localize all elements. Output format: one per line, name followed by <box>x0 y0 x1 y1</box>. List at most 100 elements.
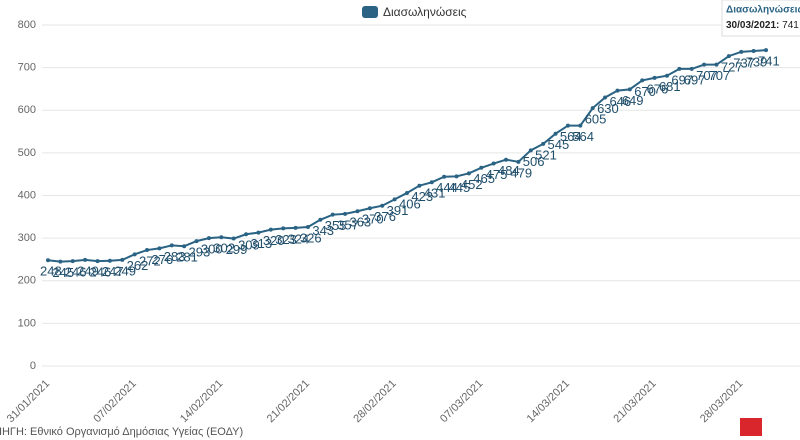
value-label: 697 <box>684 72 706 87</box>
value-label: 545 <box>548 137 570 152</box>
x-tick-label: 07/03/2021 <box>438 378 485 425</box>
value-label: 564 <box>572 129 594 144</box>
point <box>590 106 595 111</box>
point <box>305 225 310 230</box>
legend-label[interactable]: Διασωληνώσεις <box>383 5 467 19</box>
value-label: 320 <box>263 233 285 248</box>
point <box>429 180 434 185</box>
point <box>367 206 372 211</box>
point <box>702 62 707 67</box>
value-label: 475 <box>486 167 508 182</box>
value-label: 465 <box>473 171 495 186</box>
value-label: 727 <box>721 60 743 75</box>
value-label: 248 <box>40 264 62 279</box>
point <box>256 230 261 235</box>
tooltip-box <box>721 0 800 37</box>
value-label: 506 <box>523 154 545 169</box>
x-tick-label: 28/03/2021 <box>698 378 745 425</box>
point <box>182 244 187 249</box>
point <box>330 212 335 217</box>
value-label: 246 <box>65 265 87 280</box>
point <box>380 203 385 208</box>
x-tick-label: 14/02/2021 <box>178 378 225 425</box>
value-label: 293 <box>189 245 211 260</box>
value-label: 357 <box>337 217 359 232</box>
value-label: 300 <box>201 242 223 257</box>
tooltip-text: 30/03/2021: 741 <box>726 20 799 31</box>
value-label: 309 <box>238 238 260 253</box>
tooltip: Διασωληνώσεις 30/03/2021: 741 <box>721 0 800 37</box>
value-label: 376 <box>374 209 396 224</box>
value-label: 423 <box>411 189 433 204</box>
point <box>764 48 768 53</box>
point <box>145 248 150 253</box>
point <box>58 259 63 264</box>
point <box>83 257 88 262</box>
x-tick-label: 28/02/2021 <box>351 378 398 425</box>
y-tick-label: 100 <box>18 317 36 329</box>
point <box>565 123 570 128</box>
point <box>528 148 533 153</box>
point <box>132 252 137 257</box>
value-label: 391 <box>387 203 409 218</box>
value-label: 324 <box>288 231 310 246</box>
point <box>120 257 125 262</box>
value-label: 431 <box>424 186 446 201</box>
point <box>652 75 657 80</box>
x-tick-label: 21/03/2021 <box>611 378 658 425</box>
value-label: 521 <box>535 147 557 162</box>
value-label: 484 <box>498 163 520 178</box>
point <box>627 87 632 92</box>
value-label: 444 <box>436 180 458 195</box>
point <box>405 190 409 195</box>
point <box>640 78 645 83</box>
point <box>714 62 719 67</box>
point <box>491 161 496 166</box>
point <box>231 236 236 241</box>
value-label: 355 <box>325 218 347 233</box>
tooltip-value: 741 <box>782 20 799 31</box>
point <box>726 54 731 59</box>
value-label: 452 <box>461 177 483 192</box>
value-label: 249 <box>77 263 99 278</box>
tooltip-date: 30/03/2021: <box>726 20 779 31</box>
point <box>206 236 211 241</box>
point <box>268 227 273 232</box>
y-tick-label: 200 <box>18 275 36 287</box>
value-label: 707 <box>696 68 718 83</box>
value-label: 670 <box>634 84 656 99</box>
point <box>603 95 608 100</box>
point <box>504 157 509 162</box>
point <box>664 73 669 78</box>
value-label: 283 <box>164 249 186 264</box>
point <box>689 66 694 71</box>
point <box>157 246 162 251</box>
point <box>318 217 323 222</box>
point <box>751 49 756 54</box>
value-label: 245 <box>52 265 74 280</box>
point <box>578 123 583 128</box>
value-label: 247 <box>102 264 124 279</box>
value-label: 649 <box>622 93 644 108</box>
value-label: 445 <box>449 180 471 195</box>
point <box>219 235 224 240</box>
x-tick-label: 31/01/2021 <box>5 378 52 425</box>
point <box>343 211 348 216</box>
point <box>677 66 682 71</box>
logo <box>740 418 762 436</box>
point <box>169 243 174 248</box>
y-tick-label: 800 <box>18 19 36 31</box>
value-label: 262 <box>127 258 149 273</box>
point <box>355 209 360 214</box>
source: ΠΗΓΗ: Εθνικό Οργανισμό Δημόσιας Υγείας (… <box>0 426 243 438</box>
y-tick-label: 600 <box>18 104 36 116</box>
point <box>70 259 75 264</box>
value-label: 676 <box>647 81 669 96</box>
value-label: 697 <box>671 72 693 87</box>
legend-swatch[interactable] <box>362 6 378 18</box>
value-label: 707 <box>708 68 730 83</box>
point <box>466 171 471 176</box>
point <box>516 159 521 164</box>
value-label: 630 <box>597 101 619 116</box>
x-tick-label: 21/02/2021 <box>265 378 312 425</box>
